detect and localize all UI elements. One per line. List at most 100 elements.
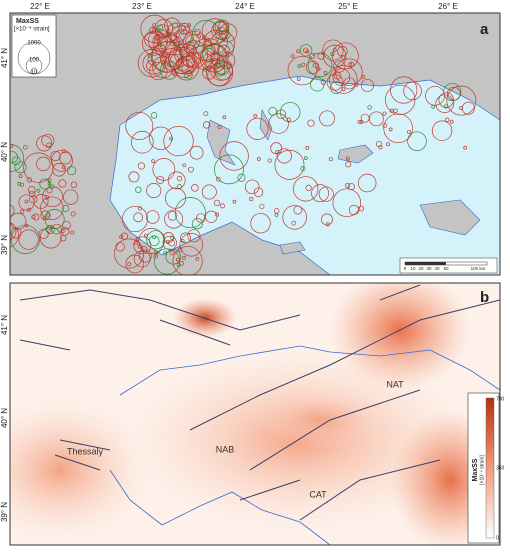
strain-circle <box>127 262 132 267</box>
strain-circle <box>305 49 310 54</box>
strain-circle <box>276 148 292 164</box>
lon-label: 26° E <box>438 2 458 11</box>
strain-circle <box>61 149 66 154</box>
strain-circle <box>172 246 203 275</box>
strain-circle <box>203 111 209 117</box>
strain-circle <box>180 25 187 31</box>
strain-circle <box>187 229 201 243</box>
legend-circle <box>30 67 38 75</box>
strain-circle <box>168 239 176 247</box>
strain-circle <box>176 58 190 72</box>
legend-box <box>11 14 57 78</box>
region-label: NAT <box>386 379 404 389</box>
strain-circle <box>463 145 468 150</box>
strain-circle <box>27 207 31 212</box>
sea <box>109 75 500 275</box>
strain-circle <box>360 78 374 92</box>
strain-circle <box>330 81 343 94</box>
scale-label: 0 <box>404 266 407 271</box>
fault <box>19 284 500 521</box>
strain-circle <box>134 241 138 246</box>
legend-title: MaxSS <box>16 18 39 25</box>
strain-circle <box>174 58 194 78</box>
strain-circle <box>259 203 265 209</box>
strain-circle <box>180 47 186 53</box>
strain-circle <box>213 199 221 207</box>
lat-label: 40° N <box>0 408 9 428</box>
strain-circle <box>32 213 40 221</box>
strain-circle <box>446 85 477 116</box>
strain-circle <box>152 56 174 79</box>
strain-circle <box>167 211 178 221</box>
strain-circle <box>61 227 70 236</box>
strain-circle <box>183 30 207 55</box>
strain-circle <box>340 55 346 60</box>
strain-circle <box>461 101 475 115</box>
strain-circle <box>29 195 38 204</box>
strain-circle <box>357 173 377 193</box>
strain-circle <box>359 120 364 124</box>
strain-circle <box>18 194 35 211</box>
strain-circle <box>140 246 148 253</box>
strain-circle <box>375 140 383 147</box>
strain-circle <box>70 211 76 217</box>
strain-circle <box>63 189 79 205</box>
strain-circle <box>210 51 220 61</box>
region-label: Thessaly <box>67 446 104 456</box>
strain-circle <box>70 181 78 189</box>
strain-circle <box>138 228 165 254</box>
strain-circle <box>348 204 360 216</box>
strain-circle <box>151 159 156 163</box>
strain-circle <box>445 117 450 123</box>
strain-circle <box>213 59 229 75</box>
strain-circle <box>320 79 327 85</box>
legend-size: 1000 <box>27 41 41 47</box>
strain-circle <box>290 54 295 59</box>
strain-circle <box>40 210 51 221</box>
strain-circle <box>170 34 178 41</box>
strain-circle <box>328 157 333 162</box>
strain-circle <box>326 74 344 91</box>
strain-circle <box>354 82 359 87</box>
strain-circle <box>154 19 173 38</box>
strain-circle <box>378 145 383 150</box>
strain-circle <box>150 112 158 119</box>
strain-circle <box>357 119 362 124</box>
strain-circle <box>174 197 206 229</box>
strain-circle <box>325 222 330 227</box>
strain-circle <box>166 32 171 37</box>
scale-label: 10 <box>410 266 416 271</box>
strain-circle <box>146 230 166 250</box>
strain-circle <box>333 60 346 73</box>
strain-circle <box>205 210 218 223</box>
strain-circle <box>149 61 168 81</box>
strain-circle <box>135 186 142 193</box>
lon-label: 22° E <box>30 2 50 11</box>
strain-circle <box>244 179 260 195</box>
strain-circle <box>36 188 41 193</box>
strain-circle <box>20 209 25 214</box>
strain-circle <box>40 196 64 220</box>
strain-circle <box>297 64 302 69</box>
strain-circle <box>62 221 71 230</box>
strain-circle <box>291 220 297 226</box>
strain-circle <box>175 257 180 262</box>
scale-label: 20 <box>418 266 424 271</box>
strain-circle <box>58 179 67 188</box>
strain-circle <box>307 52 333 78</box>
strain-circle <box>50 150 61 162</box>
strain-circle <box>36 156 51 172</box>
strain-circle <box>249 197 254 202</box>
strain-circle <box>343 77 356 90</box>
frame-a <box>9 12 501 276</box>
strain-circle <box>179 40 208 69</box>
strain-circle <box>341 87 346 92</box>
strain-circle <box>301 62 306 67</box>
strain-circle <box>39 178 51 190</box>
strain-circle <box>182 163 187 168</box>
strain-circle <box>197 34 201 39</box>
coastline <box>109 345 500 545</box>
strain-circle <box>296 77 301 81</box>
strain-circle <box>446 86 461 101</box>
